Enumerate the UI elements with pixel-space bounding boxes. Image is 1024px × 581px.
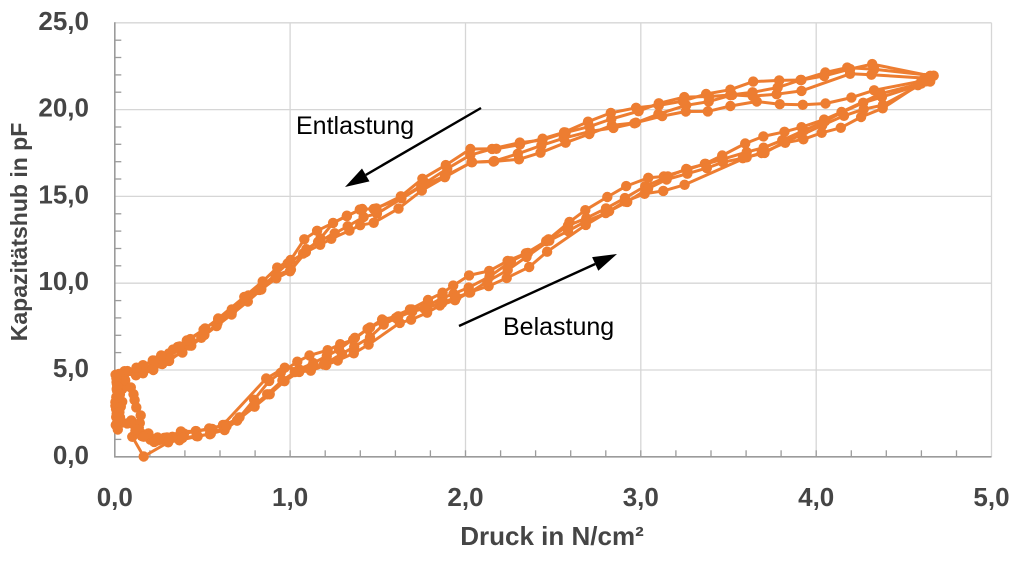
svg-text:Entlastung: Entlastung	[296, 112, 414, 140]
svg-text:Kapazitätshub in pF: Kapazitätshub in pF	[6, 123, 32, 342]
svg-text:4,0: 4,0	[798, 482, 834, 512]
svg-text:Druck in N/cm²: Druck in N/cm²	[460, 521, 644, 551]
svg-text:3,0: 3,0	[623, 482, 659, 512]
svg-text:0,0: 0,0	[97, 482, 133, 512]
svg-text:1,0: 1,0	[272, 482, 308, 512]
svg-text:5,0: 5,0	[973, 482, 1009, 512]
svg-text:0,0: 0,0	[53, 440, 89, 470]
svg-text:5,0: 5,0	[53, 353, 89, 383]
svg-text:25,0: 25,0	[38, 6, 89, 36]
svg-text:10,0: 10,0	[38, 266, 89, 296]
svg-text:2,0: 2,0	[447, 482, 483, 512]
svg-text:Belastung: Belastung	[503, 313, 614, 341]
svg-text:15,0: 15,0	[38, 179, 89, 209]
svg-text:20,0: 20,0	[38, 93, 89, 123]
